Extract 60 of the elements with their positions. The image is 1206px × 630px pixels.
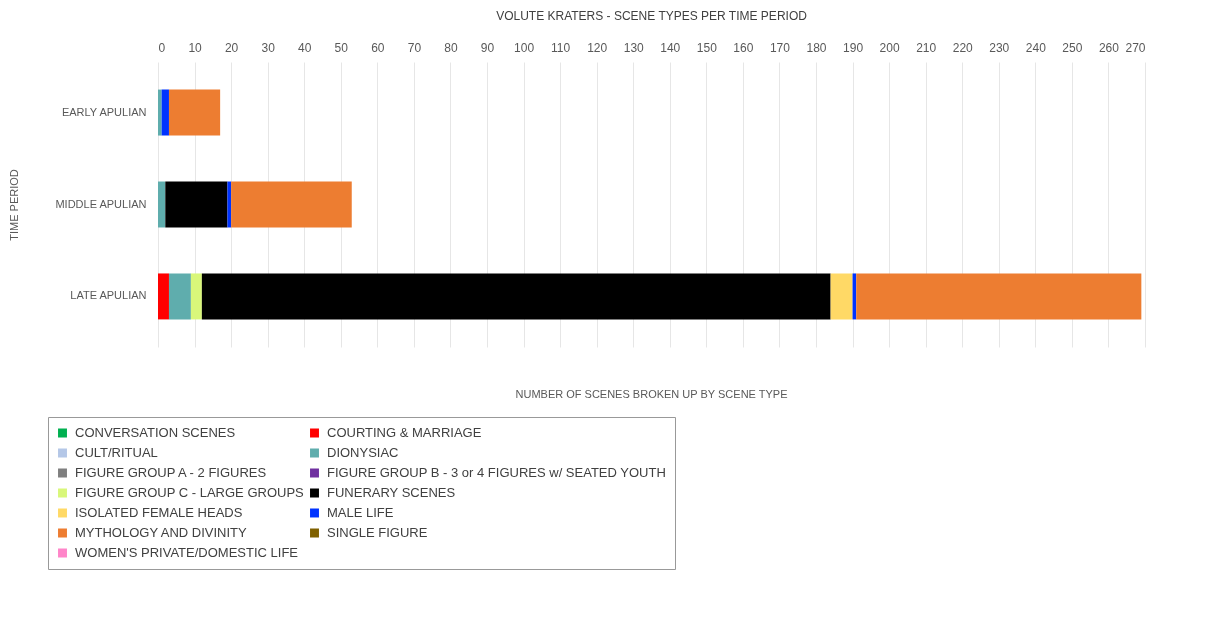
- legend-label: MALE LIFE: [327, 505, 394, 520]
- x-tick-label: 270: [1125, 40, 1146, 55]
- x-tick-label: 220: [952, 40, 974, 55]
- bar: [830, 273, 853, 320]
- bar: [856, 273, 1142, 320]
- legend-label: WOMEN'S PRIVATE/DOMESTIC LIFE: [75, 545, 299, 560]
- x-tick-label: 190: [843, 40, 864, 55]
- x-tick-label: 40: [298, 40, 312, 55]
- legend-label: FIGURE GROUP A - 2 FIGURES: [75, 465, 267, 480]
- x-tick-label: 230: [989, 40, 1010, 55]
- bar: [165, 181, 228, 228]
- x-tick-label: 50: [334, 40, 349, 55]
- legend-label: CONVERSATION SCENES: [75, 425, 236, 440]
- legend-label: COURTING & MARRIAGE: [327, 425, 482, 440]
- x-tick-label: 20: [224, 40, 239, 55]
- x-tick-label: 170: [769, 40, 791, 55]
- legend-label: DIONYSIAC: [327, 445, 399, 460]
- x-tick-label: 60: [371, 40, 385, 55]
- bar: [231, 181, 352, 228]
- x-tick-label: 250: [1062, 40, 1083, 55]
- x-tick-label: 160: [733, 40, 754, 55]
- bar: [158, 273, 169, 320]
- x-tick-label: 120: [587, 40, 608, 55]
- legend-label: SINGLE FIGURE: [327, 525, 428, 540]
- x-axis-title: NUMBER OF SCENES BROKEN UP BY SCENE TYPE: [515, 388, 788, 400]
- chart-title: VOLUTE KRATERS - SCENE TYPES PER TIME PERIOD: [496, 9, 808, 23]
- x-tick-label: 110: [551, 40, 571, 55]
- bar: [168, 273, 191, 320]
- x-tick-label: 150: [696, 40, 718, 55]
- x-tick-label: 140: [660, 40, 681, 55]
- x-tick-label: 180: [806, 40, 827, 55]
- x-tick-label: 130: [623, 40, 645, 55]
- x-tick-label: 90: [480, 40, 495, 55]
- bar: [201, 273, 831, 320]
- y-tick-label: LATE APULIAN: [70, 289, 147, 302]
- x-tick-label: 10: [188, 40, 203, 55]
- x-tick-label: 70: [407, 40, 422, 55]
- x-tick-label: 200: [879, 40, 900, 55]
- bar: [227, 181, 232, 228]
- y-tick-label: MIDDLE APULIAN: [55, 197, 147, 210]
- bar: [161, 89, 169, 136]
- bar: [158, 181, 166, 228]
- bar: [168, 89, 221, 136]
- x-tick-label: 240: [1025, 40, 1047, 55]
- x-tick-label: 30: [261, 40, 276, 55]
- y-tick-label: EARLY APULIAN: [61, 105, 147, 118]
- x-tick-label: 0: [158, 40, 166, 55]
- legend-label: ISOLATED FEMALE HEADS: [75, 505, 243, 520]
- legend-label: MYTHOLOGY AND DIVINITY: [75, 525, 248, 540]
- legend-label: FIGURE GROUP B - 3 or 4 FIGURES w/ SEATED YOUTH: [327, 465, 666, 480]
- x-tick-label: 210: [916, 40, 937, 55]
- bar: [190, 273, 202, 320]
- bar: [158, 89, 162, 136]
- legend-label: CULT/RITUAL: [75, 445, 158, 460]
- legend-label: FIGURE GROUP C - LARGE GROUPS: [75, 485, 305, 500]
- legend-label: FUNERARY SCENES: [327, 485, 456, 500]
- x-tick-label: 80: [444, 40, 458, 55]
- y-axis-title: TIME PERIOD: [7, 169, 20, 241]
- x-tick-label: 260: [1098, 40, 1120, 55]
- x-tick-label: 100: [514, 40, 535, 55]
